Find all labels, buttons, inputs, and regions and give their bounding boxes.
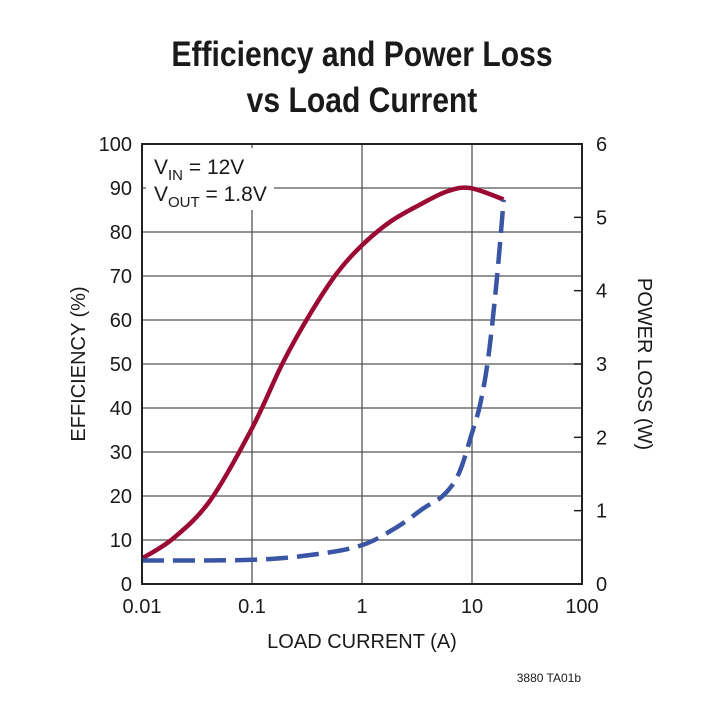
plot-frame [141,143,583,585]
annotation-vout: VOUT = 1.8V [154,183,267,211]
footnote: 3880 TA01b [517,671,582,685]
y-tick-label: 100 [99,134,132,156]
y-tick-label: 80 [110,222,132,244]
x-tick-label: 1 [356,596,367,618]
x-tick-label: 10 [461,596,483,618]
y2-tick-label: 6 [596,134,607,156]
y-tick-label: 40 [110,398,132,420]
y2-axis-label: POWER LOSS (W) [633,278,655,450]
y2-tick-label: 1 [596,501,607,523]
y-tick-label: 70 [110,266,132,288]
x-tick-label: 100 [565,596,598,618]
y2-tick-label: 3 [596,354,607,376]
y-tick-label: 10 [110,530,132,552]
y-tick-label: 0 [121,574,132,596]
y-tick-label: 60 [110,310,132,332]
curves [140,185,506,563]
y-tick-label: 20 [110,486,132,508]
efficiency-curve [140,185,505,561]
y2-tick-label: 0 [596,574,607,596]
power-loss-curve [141,199,506,563]
y-tick-label: 50 [110,354,132,376]
y-tick-label: 30 [110,442,132,464]
chart-title-line-1: Efficiency and Power Loss [171,34,552,74]
y2-tick-label: 2 [596,427,607,449]
x-tick-label: 0.1 [238,596,266,618]
x-tick-label: 0.01 [123,596,162,618]
y2-tick-label: 4 [596,281,607,303]
y-tick-label: 90 [110,178,132,200]
y-axis-label: EFFICIENCY (%) [68,286,90,441]
chart-title-line-2: vs Load Current [247,80,478,120]
legend-bg [146,148,274,210]
x-axis-label: LOAD CURRENT (A) [267,631,457,653]
y2-tick-label: 5 [596,207,607,229]
annotation-vin: VIN = 12V [154,156,244,184]
